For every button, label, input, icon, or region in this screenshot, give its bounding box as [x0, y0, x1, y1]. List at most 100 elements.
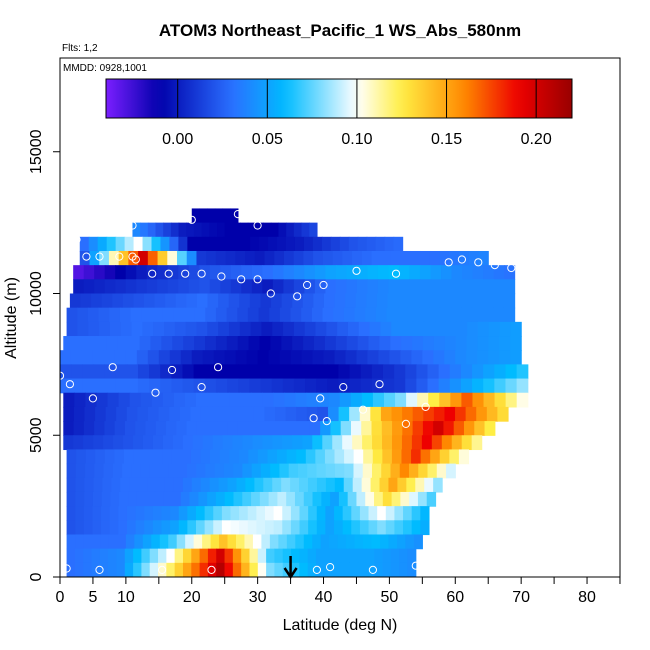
- heatmap-cell: [505, 392, 518, 408]
- heatmap-cell: [162, 392, 175, 408]
- heatmap-cell: [305, 364, 317, 380]
- heatmap-cell: [375, 307, 388, 323]
- heatmap-cell: [344, 463, 355, 479]
- heatmap-cell: [236, 477, 246, 493]
- heatmap-cell: [153, 321, 165, 337]
- heatmap-cell: [444, 406, 456, 422]
- heatmap-cell: [177, 250, 188, 266]
- heatmap-cell: [462, 279, 474, 295]
- heatmap-cell: [278, 222, 287, 238]
- heatmap-cell: [337, 534, 347, 550]
- sample-point: [82, 252, 91, 261]
- heatmap-cell: [245, 250, 256, 266]
- heatmap-cell: [190, 406, 202, 422]
- sample-point: [164, 269, 173, 278]
- heatmap-cell: [381, 250, 392, 266]
- heatmap-cell: [247, 520, 257, 536]
- heatmap-cell: [167, 250, 178, 266]
- heatmap-cell: [182, 548, 192, 564]
- heatmap-cell: [334, 520, 344, 536]
- heatmap-cell: [142, 321, 154, 337]
- heatmap-cell: [232, 222, 241, 238]
- heatmap-cell: [286, 449, 297, 465]
- heatmap-cell: [145, 421, 157, 436]
- heatmap-cell: [342, 250, 353, 266]
- heatmap-cell: [187, 506, 197, 521]
- heatmap-cell: [74, 548, 84, 564]
- heatmap-cell: [262, 279, 274, 295]
- heatmap-cell: [272, 477, 282, 493]
- heatmap-cell: [160, 236, 171, 252]
- heatmap-cell: [126, 364, 139, 380]
- heatmap-cell: [321, 491, 331, 507]
- sample-point: [167, 365, 177, 375]
- heatmap-cell: [71, 378, 83, 394]
- x-tick-label: 40: [315, 589, 333, 606]
- heatmap-cell: [403, 506, 413, 521]
- heatmap-cell: [359, 520, 370, 536]
- heatmap-cell: [374, 491, 384, 507]
- heatmap-cell: [162, 307, 174, 323]
- heatmap-cell: [207, 208, 216, 224]
- sample-point: [253, 275, 262, 284]
- heatmap-cell: [204, 364, 217, 380]
- heatmap-cell: [375, 236, 386, 252]
- heatmap-cell: [365, 491, 375, 507]
- heatmap-cell: [80, 293, 92, 309]
- heatmap-cell: [390, 250, 402, 266]
- heatmap-cell: [372, 435, 383, 451]
- heatmap-cell: [186, 463, 197, 479]
- heatmap-cell: [217, 421, 229, 436]
- heatmap-cell: [114, 350, 127, 365]
- heatmap-cell: [303, 250, 314, 266]
- heatmap-cell: [214, 208, 224, 224]
- heatmap-cell: [147, 222, 157, 238]
- heatmap-cell: [299, 506, 309, 521]
- sample-point: [187, 215, 196, 224]
- heatmap-cell: [220, 265, 232, 280]
- heatmap-cell: [178, 520, 188, 536]
- heatmap-cell: [283, 279, 295, 295]
- heatmap-cell: [332, 435, 343, 451]
- heatmap-cell: [458, 449, 470, 465]
- heatmap-cell: [400, 491, 410, 507]
- heatmap-cell: [348, 236, 359, 252]
- heatmap-cell: [99, 562, 109, 577]
- heatmap-cell: [304, 321, 317, 337]
- heatmap-cell: [207, 392, 219, 408]
- heatmap-cell: [312, 435, 323, 451]
- sample-point: [266, 289, 275, 298]
- heatmap-cell: [426, 491, 437, 507]
- position-arrow-icon: [283, 556, 298, 580]
- heatmap-cell: [429, 250, 441, 266]
- heatmap-cell: [272, 435, 284, 451]
- heatmap-cell: [295, 534, 305, 550]
- heatmap-cell: [272, 265, 284, 280]
- heatmap-cell: [99, 250, 110, 266]
- heatmap-cell: [196, 250, 207, 266]
- heatmap-cell: [108, 250, 120, 266]
- colorbar-tick-label: 0.15: [431, 131, 462, 148]
- heatmap-cell: [219, 534, 229, 550]
- heatmap-cell: [240, 222, 249, 238]
- heatmap-cell: [128, 336, 141, 351]
- heatmap-cell: [380, 321, 392, 337]
- heatmap-cell: [249, 562, 259, 577]
- heatmap-cell: [419, 265, 432, 280]
- heatmap-cell: [230, 279, 242, 295]
- heatmap-cell: [143, 449, 154, 465]
- heatmap-cell: [325, 520, 335, 536]
- heatmap-cell: [149, 463, 160, 479]
- heatmap-cell: [128, 250, 139, 266]
- heatmap-cell: [316, 463, 327, 479]
- heatmap-cell: [390, 548, 400, 564]
- heatmap-cell: [268, 421, 280, 436]
- heatmap-cell: [235, 534, 246, 550]
- heatmap-cell: [238, 364, 250, 380]
- heatmap-cell: [274, 250, 285, 266]
- heatmap-cell: [256, 520, 266, 536]
- heatmap-cell: [66, 506, 76, 521]
- heatmap-cell: [338, 491, 349, 507]
- heatmap-cell: [303, 491, 314, 507]
- heatmap-cell: [191, 350, 204, 365]
